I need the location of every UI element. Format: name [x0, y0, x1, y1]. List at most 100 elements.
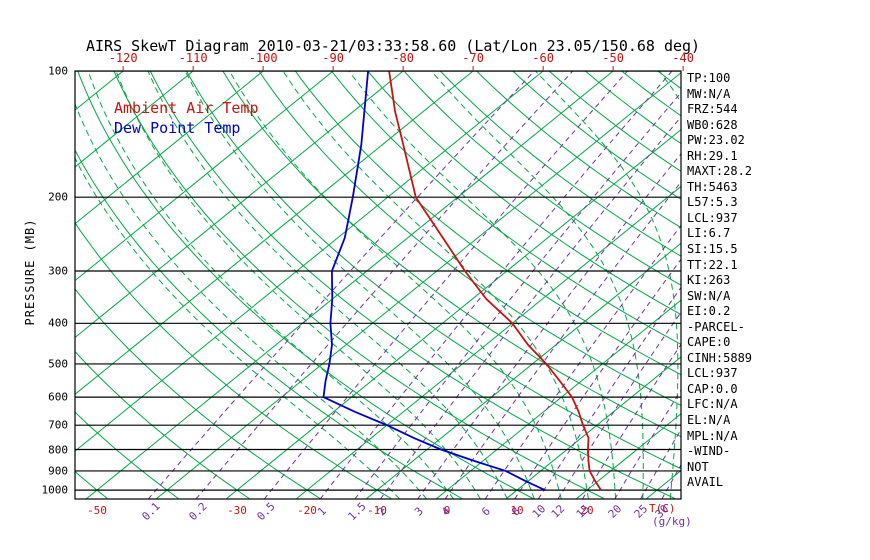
- panel-line: EL:N/A: [687, 413, 731, 428]
- panel-line: CAPE:0: [687, 335, 731, 350]
- mixing-ratio-line: [557, 311, 681, 499]
- panel-line: FRZ:544: [687, 102, 738, 117]
- dry-adiabat-line: [258, 71, 681, 406]
- moist-adiabat-line: [229, 71, 562, 499]
- bottom-temp-tick-label: -20: [297, 504, 317, 517]
- panel-line: CINH:5889: [687, 350, 753, 365]
- top-temp-tick-label: -120: [108, 51, 138, 65]
- isotherm-line: [435, 299, 681, 499]
- pressure-tick-label: 1000: [41, 483, 69, 497]
- panel-line: PW:23.02: [687, 133, 745, 148]
- mixing-ratio-line: [444, 181, 681, 499]
- top-temp-tick-label: -50: [602, 51, 624, 65]
- mixing-ratio-tick-label: 25: [631, 502, 650, 521]
- mixing-ratio-line: [582, 343, 681, 499]
- mixing-ratio-tick-label: 10: [529, 502, 549, 521]
- panel-line: MPL:N/A: [687, 428, 738, 443]
- top-temp-tick-label: -40: [672, 51, 694, 65]
- moist-adiabat-line: [430, 71, 644, 499]
- pressure-tick-label: 200: [48, 190, 68, 204]
- top-temp-tick-label: -60: [532, 51, 554, 65]
- panel-line: MAXT:28.2: [687, 164, 753, 179]
- chart-title: AIRS SkewT Diagram 2010-03-21/03:33:58.6…: [86, 37, 701, 55]
- dry-adiabat-line: [476, 71, 681, 229]
- dry-adiabat-line: [584, 71, 681, 145]
- moist-adiabat-line: [115, 71, 481, 499]
- legend-dew-point: Dew Point Temp: [114, 119, 241, 137]
- bottom-temp-tick-label: -10: [367, 504, 387, 517]
- panel-line: CAP:0.0: [687, 381, 738, 396]
- mixing-ratio-tick-label: 6: [479, 504, 494, 519]
- dry-adiabat-line: [331, 71, 681, 345]
- panel-line: -WIND-: [687, 444, 731, 459]
- dry-adiabat-line: [186, 71, 681, 470]
- moist-adiabat-line: [75, 157, 401, 499]
- pressure-tick-label: 300: [48, 264, 68, 278]
- temperature-curve: [388, 71, 602, 491]
- panel-line: TP:100: [687, 71, 731, 85]
- isotherm-line: [225, 128, 681, 499]
- dry-adiabat-line: [512, 71, 681, 200]
- pressure-tick-label: 500: [48, 357, 68, 371]
- isotherm-line: [75, 71, 404, 339]
- isotherm-line: [505, 356, 681, 499]
- dewpoint-curve: [322, 71, 546, 491]
- panel-line: KI:263: [687, 273, 731, 288]
- plot-field: [75, 71, 681, 499]
- dry-adiabat-line: [548, 71, 681, 172]
- panel-line: LI:6.7: [687, 226, 731, 241]
- mixing-ratio-line: [354, 91, 681, 499]
- isotherm-line: [155, 72, 681, 499]
- dry-adiabat-line: [222, 71, 681, 438]
- panel-line: TH:5463: [687, 179, 738, 194]
- mixing-ratio-tick-label: 4: [439, 504, 454, 519]
- dry-adiabat-line: [149, 71, 676, 499]
- panel-line: TT:22.1: [687, 257, 738, 272]
- isotherm-line: [75, 71, 334, 282]
- isotherm-line: [75, 71, 474, 395]
- dry-adiabat-line: [75, 288, 321, 499]
- pressure-tick-label: 700: [48, 418, 68, 432]
- mixing-ratio-tick-label: 20: [605, 502, 625, 521]
- bottom-temp-tick-label: 10: [510, 504, 524, 517]
- mixing-ratio-tick-label: 1.5: [344, 499, 369, 524]
- moist-adiabat-line: [87, 71, 455, 499]
- mixing-ratio-line: [379, 116, 681, 499]
- panel-line: AVAIL: [687, 475, 724, 490]
- isotherm-line: [75, 71, 544, 452]
- panel-line: LCL:937: [687, 210, 738, 225]
- dry-adiabat-line: [403, 71, 681, 286]
- isotherm-line: [575, 413, 681, 499]
- panel-line: NOT: [687, 459, 709, 474]
- isotherm-line: [295, 185, 681, 499]
- mixing-ratio-line: [263, 71, 628, 499]
- mixing-ratio-line: [417, 152, 681, 499]
- mixing-ratio-tick-label: 1: [315, 504, 330, 519]
- moist-adiabat-line: [184, 71, 535, 499]
- moist-adiabat-line: [535, 71, 679, 499]
- panel-line: RH:29.1: [687, 148, 738, 163]
- mixing-ratio-line: [319, 71, 673, 499]
- legend-ambient-temp: Ambient Air Temp: [114, 99, 259, 117]
- dry-adiabat-line: [367, 71, 681, 316]
- bottom-temp-tick-label: 0: [443, 504, 451, 517]
- moist-adiabat-line: [75, 102, 428, 499]
- panel-line: MW:N/A: [687, 86, 731, 101]
- panel-line: LFC:N/A: [687, 397, 738, 412]
- isotherm-line: [75, 71, 264, 225]
- top-temp-tick-label: -90: [322, 51, 344, 65]
- mixing-ratio-tick-label: 0.5: [254, 499, 279, 524]
- top-temp-tick-label: -80: [392, 51, 414, 65]
- dry-adiabat-line: [75, 221, 392, 499]
- pressure-tick-label: 800: [48, 443, 68, 456]
- dry-adiabat-line: [439, 71, 681, 257]
- isotherm-line: [85, 71, 614, 499]
- moist-adiabat-line: [147, 71, 508, 499]
- indices-panel: TP:100 MW:N/A FRZ:544 WB0:628 PW:23.02 RH:29.…: [687, 71, 752, 491]
- panel-line: LCL:937: [687, 366, 738, 381]
- bottom-temp-tick-label: -30: [227, 504, 247, 517]
- pressure-tick-label: 100: [48, 64, 68, 78]
